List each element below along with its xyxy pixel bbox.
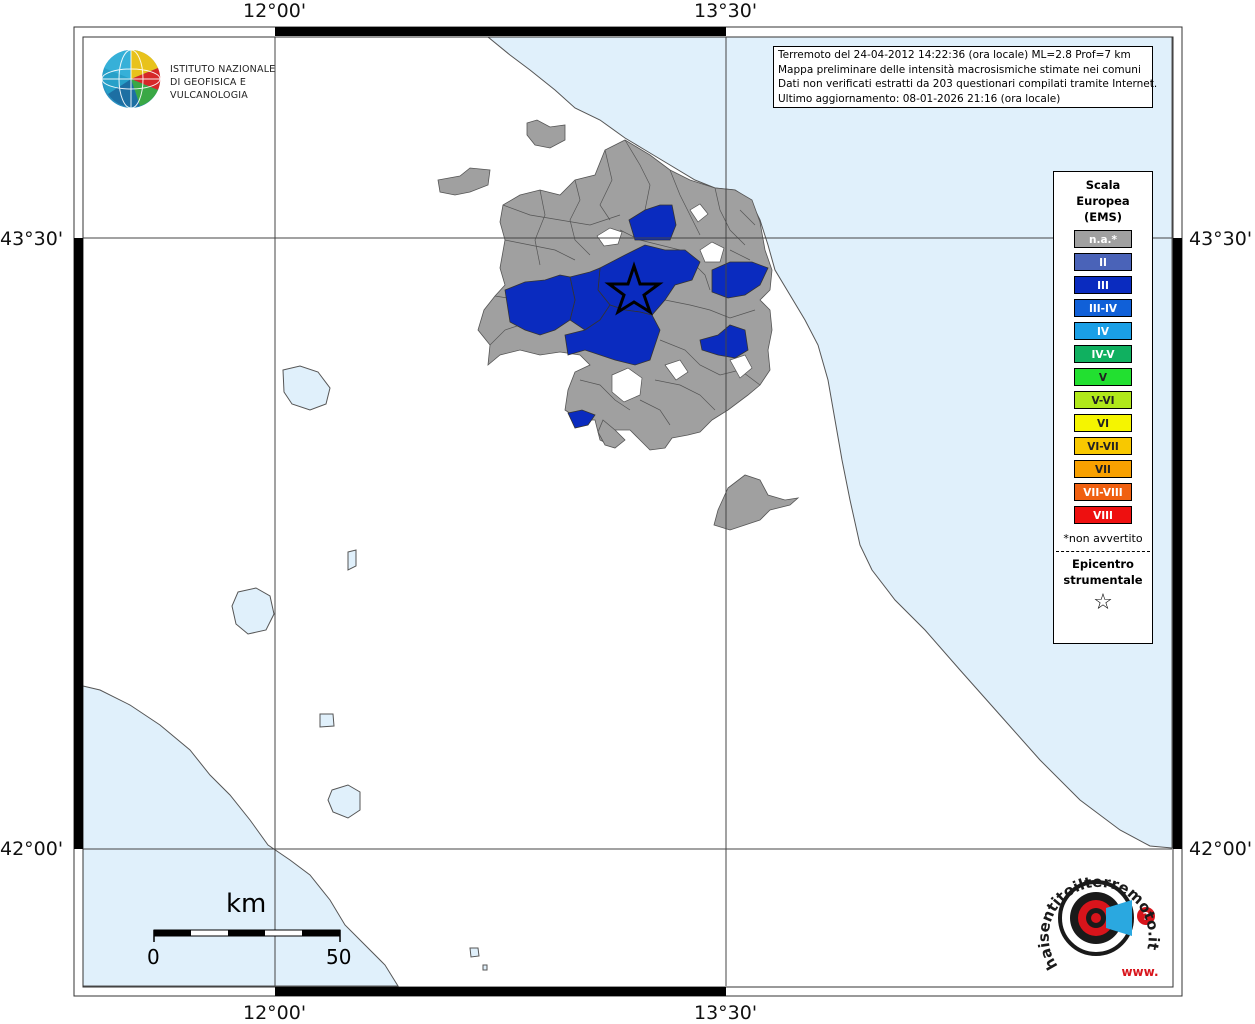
lake-small-2 — [469, 947, 480, 958]
scale-end-label: 50 — [326, 945, 352, 969]
graticule — [83, 37, 1172, 986]
event-info-box: Terremoto del 24-04-2012 14:22:36 (ora l… — [773, 46, 1158, 108]
lon-label-top-right: 13°30' — [694, 0, 758, 22]
legend-items: n.a.* II III III-IV IV IV-V V V-VI VI VI-VII VII VI… — [1054, 230, 1152, 524]
legend-item-ii: II — [1074, 253, 1132, 271]
lake-small-3 — [482, 964, 488, 971]
legend-item-v-vi: V-VI — [1074, 391, 1132, 409]
legend-item-vii-viii: VII-VIII — [1074, 483, 1132, 501]
map-frame — [73, 26, 1183, 997]
legend-title-line2: Europea — [1076, 194, 1130, 208]
event-info-line4: Ultimo aggiornamento: 08-01-2026 21:16 (… — [778, 92, 1061, 105]
legend-item-iv-v: IV-V — [1074, 345, 1132, 363]
lon-label-bottom-right: 13°30' — [694, 1002, 758, 1024]
adriatic-sea — [486, 36, 1173, 849]
legend-title-line3: (EMS) — [1083, 210, 1123, 224]
epicenter-star — [604, 261, 664, 316]
haisentito-seismograph-icon: ? — [1058, 880, 1155, 956]
legend-epicenter-line1: Epicentro — [1072, 557, 1134, 571]
lat-label-right-upper: 43°30' — [1189, 228, 1253, 250]
legend-item-vi: VI — [1074, 414, 1132, 432]
scale-unit: km — [226, 889, 267, 919]
legend-note: *non avvertito — [1063, 532, 1143, 545]
lake-vico — [319, 713, 335, 728]
lat-label-right-lower: 42°00' — [1189, 838, 1253, 860]
ingv-name-line2: DI GEOFISICA E VULCANOLOGIA — [170, 77, 248, 101]
intensity-legend: Scala Europea (EMS) n.a.* II III III-IV IV IV… — [1053, 171, 1153, 644]
no-data-areas — [596, 203, 753, 403]
legend-title-line1: Scala — [1085, 178, 1121, 192]
tyrrhenian-sea — [82, 685, 399, 987]
legend-item-iii: III — [1074, 276, 1132, 294]
lake-bracciano — [327, 784, 361, 819]
lat-label-left-lower: 42°00' — [0, 838, 64, 860]
legend-item-vi-vii: VI-VII — [1074, 437, 1132, 455]
legend-item-n-a-: n.a.* — [1074, 230, 1132, 248]
legend-epicenter-line2: strumentale — [1063, 573, 1143, 587]
svg-text:?: ? — [1143, 910, 1149, 923]
legend-divider — [1056, 551, 1150, 552]
legend-title: Scala Europea (EMS) — [1054, 177, 1152, 225]
legend-item-viii: VIII — [1074, 506, 1132, 524]
lon-label-bottom-left: 12°00' — [243, 1002, 307, 1024]
lake-trasimeno — [282, 365, 331, 411]
lake-small-1 — [347, 549, 357, 571]
legend-item-iv: IV — [1074, 322, 1132, 340]
haisentito-url: haisentitoilterremoto.it — [1035, 873, 1163, 973]
ingv-globe-icon — [101, 49, 161, 109]
haisentito-logo: ? — [1028, 858, 1178, 978]
legend-item-iii-iv: III-IV — [1074, 299, 1132, 317]
legend-item-v: V — [1074, 368, 1132, 386]
event-info-line1: Terremoto del 24-04-2012 14:22:36 (ora l… — [778, 49, 1131, 61]
lat-label-left-upper: 43°30' — [0, 228, 64, 250]
event-info-line3: Dati non verificati estratti da 203 ques… — [778, 78, 1158, 90]
lake-bolsena — [231, 587, 275, 635]
haisentito-prefix: www. — [1121, 965, 1158, 979]
legend-item-vii: VII — [1074, 460, 1132, 478]
ingv-name-line1: ISTITUTO NAZIONALE — [170, 64, 276, 75]
event-info-line2: Mappa preliminare delle intensità macros… — [778, 63, 1141, 76]
lon-label-top-left: 12°00' — [243, 0, 307, 22]
epicenter-star-icon: ☆ — [1093, 590, 1113, 615]
scale-bar — [153, 929, 341, 942]
legend-epicenter-label: Epicentro strumentale — [1054, 556, 1152, 588]
scale-start-label: 0 — [147, 945, 160, 969]
haisentito-text-ring: haisentitoilterremoto.it www. — [1035, 873, 1163, 979]
municipality-borders — [489, 139, 761, 426]
ingv-logo: ISTITUTO NAZIONALE DI GEOFISICA E VULCAN… — [100, 48, 310, 110]
svg-text:haisentitoilterremoto.it: haisentitoilterremoto.it — [1035, 873, 1163, 973]
